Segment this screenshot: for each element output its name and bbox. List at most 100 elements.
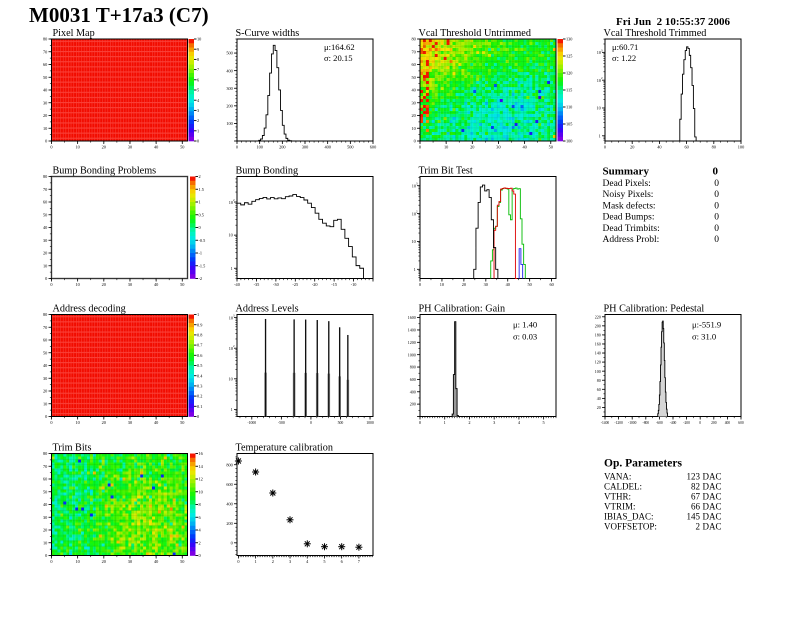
svg-text:σ: 20.15: σ: 20.15 <box>324 53 353 63</box>
svg-text:60: 60 <box>412 62 416 67</box>
svg-text:0: 0 <box>414 139 416 144</box>
svg-text:-1400: -1400 <box>601 421 610 425</box>
svg-text:40: 40 <box>154 559 158 564</box>
svg-text:200: 200 <box>595 323 601 328</box>
svg-text:σ: 1.22: σ: 1.22 <box>612 53 636 63</box>
svg-text:2: 2 <box>696 522 701 532</box>
svg-text:600: 600 <box>226 482 232 487</box>
svg-text:Address Probl:: Address Probl: <box>603 235 660 245</box>
svg-text:500: 500 <box>347 145 353 150</box>
svg-text:0: 0 <box>713 166 719 178</box>
svg-text:σ: 31.0: σ: 31.0 <box>692 332 716 342</box>
svg-text:10: 10 <box>597 78 601 83</box>
svg-text:30: 30 <box>43 100 47 105</box>
svg-text:0: 0 <box>199 225 201 230</box>
svg-text:-200: -200 <box>683 421 690 425</box>
svg-text:80: 80 <box>43 174 47 179</box>
svg-text:0: 0 <box>45 553 47 558</box>
svg-text:10: 10 <box>76 145 80 150</box>
svg-text:0: 0 <box>237 559 239 564</box>
svg-text:-1000: -1000 <box>628 421 637 425</box>
svg-text:20: 20 <box>412 113 416 118</box>
svg-text:10: 10 <box>76 282 80 287</box>
svg-text:Dead Pixels:: Dead Pixels: <box>603 179 651 189</box>
svg-text:30: 30 <box>412 100 416 105</box>
svg-text:5: 5 <box>543 420 545 425</box>
svg-text:10: 10 <box>43 540 47 545</box>
svg-text:30: 30 <box>43 376 47 381</box>
svg-text:600: 600 <box>410 377 416 382</box>
svg-text:100: 100 <box>738 145 744 150</box>
svg-text:1400: 1400 <box>408 328 416 333</box>
svg-text:220: 220 <box>595 314 601 319</box>
svg-text:0: 0 <box>419 145 421 150</box>
svg-text:16: 16 <box>199 451 204 456</box>
svg-text:μ: 1.40: μ: 1.40 <box>513 320 537 330</box>
svg-text:50: 50 <box>43 350 47 355</box>
svg-text:0.8: 0.8 <box>197 333 202 338</box>
svg-text:40: 40 <box>412 88 416 93</box>
svg-text:50: 50 <box>180 282 184 287</box>
svg-text:0.3: 0.3 <box>197 384 202 389</box>
svg-text:0: 0 <box>714 190 719 200</box>
svg-text:DAC: DAC <box>703 482 722 492</box>
svg-text:10: 10 <box>597 50 601 55</box>
svg-text:70: 70 <box>412 49 416 54</box>
svg-text:0: 0 <box>419 420 421 425</box>
svg-text:100: 100 <box>226 121 232 126</box>
svg-text:-1.5: -1.5 <box>199 263 206 268</box>
svg-text:160: 160 <box>595 342 601 347</box>
svg-text:Dead Bumps:: Dead Bumps: <box>603 213 655 223</box>
svg-text:0.6: 0.6 <box>197 353 203 358</box>
svg-text:70: 70 <box>43 49 47 54</box>
svg-text:20: 20 <box>43 113 47 118</box>
svg-text:VTHR:: VTHR: <box>604 492 631 502</box>
svg-text:1: 1 <box>231 407 233 412</box>
svg-text:IBIAS_DAC:: IBIAS_DAC: <box>604 512 654 522</box>
svg-text:μ:-551.9: μ:-551.9 <box>692 320 721 330</box>
svg-text:Temperature calibration: Temperature calibration <box>236 443 333 454</box>
svg-text:-20: -20 <box>312 282 318 287</box>
svg-text:1: 1 <box>599 133 601 138</box>
svg-text:40: 40 <box>522 145 526 150</box>
svg-text:600: 600 <box>370 145 376 150</box>
svg-text:10: 10 <box>597 106 601 111</box>
svg-text:115: 115 <box>566 88 572 93</box>
svg-text:40: 40 <box>154 282 158 287</box>
svg-text:-0.5: -0.5 <box>199 238 206 243</box>
svg-text:145: 145 <box>687 512 701 522</box>
svg-text:1: 1 <box>414 267 416 272</box>
svg-text:400: 400 <box>410 389 416 394</box>
svg-text:100: 100 <box>595 369 601 374</box>
svg-text:30: 30 <box>128 282 132 287</box>
svg-text:130: 130 <box>566 37 572 42</box>
svg-text:20: 20 <box>102 559 106 564</box>
svg-text:μ:60.71: μ:60.71 <box>612 42 638 52</box>
svg-text:10: 10 <box>229 200 233 205</box>
svg-text:1200: 1200 <box>408 340 416 345</box>
svg-text:DAC: DAC <box>703 522 722 532</box>
svg-text:100: 100 <box>566 139 572 144</box>
svg-text:500: 500 <box>226 51 232 56</box>
svg-text:2: 2 <box>272 559 274 564</box>
svg-text:10: 10 <box>412 211 416 216</box>
svg-text:0.9: 0.9 <box>197 322 202 327</box>
svg-text:1: 1 <box>197 312 199 317</box>
svg-text:2: 2 <box>468 420 470 425</box>
svg-text:Trim Bit Test: Trim Bit Test <box>419 166 473 177</box>
svg-text:10: 10 <box>76 420 80 425</box>
svg-text:5: 5 <box>323 559 325 564</box>
svg-text:20: 20 <box>43 389 47 394</box>
svg-text:6: 6 <box>199 515 202 520</box>
svg-text:60: 60 <box>597 387 601 392</box>
svg-text:80: 80 <box>412 37 416 42</box>
svg-text:0: 0 <box>50 282 52 287</box>
svg-text:200: 200 <box>410 402 416 407</box>
svg-text:20: 20 <box>102 420 106 425</box>
svg-text:20: 20 <box>470 145 474 150</box>
svg-text:60: 60 <box>43 338 47 343</box>
svg-text:-2: -2 <box>199 276 203 281</box>
svg-text:Address Levels: Address Levels <box>236 304 299 315</box>
svg-text:200: 200 <box>279 145 285 150</box>
svg-text:40: 40 <box>43 502 47 507</box>
